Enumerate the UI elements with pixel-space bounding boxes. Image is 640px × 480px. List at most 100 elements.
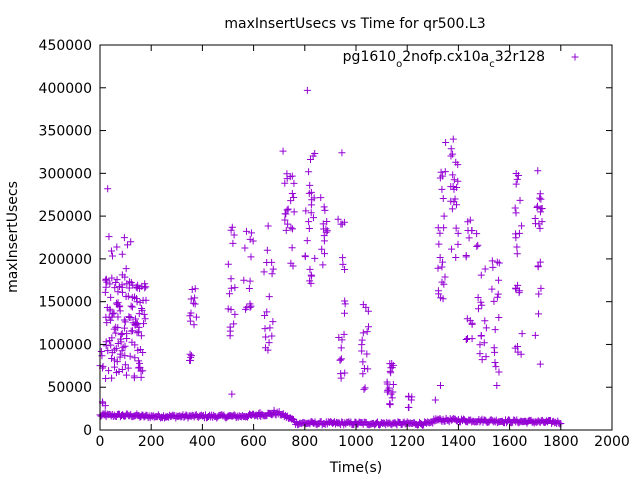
data-point bbox=[341, 369, 349, 377]
data-point bbox=[337, 374, 345, 382]
data-point bbox=[121, 361, 129, 369]
data-point bbox=[319, 261, 327, 269]
data-point bbox=[227, 275, 235, 283]
data-point bbox=[117, 331, 125, 339]
y-tick-label: 250000 bbox=[39, 209, 92, 225]
data-point bbox=[114, 288, 122, 296]
data-point bbox=[231, 310, 239, 318]
data-point bbox=[516, 196, 524, 204]
data-point bbox=[98, 352, 106, 360]
data-point bbox=[107, 316, 115, 324]
data-point bbox=[442, 139, 450, 147]
data-point bbox=[364, 307, 372, 315]
data-point bbox=[320, 237, 328, 245]
data-point bbox=[536, 190, 544, 198]
data-point bbox=[283, 206, 291, 214]
data-point bbox=[535, 310, 543, 318]
data-point bbox=[477, 332, 485, 340]
data-point bbox=[474, 305, 482, 313]
data-point bbox=[492, 363, 500, 371]
data-point bbox=[305, 225, 313, 233]
data-point bbox=[227, 284, 235, 292]
data-point bbox=[124, 292, 132, 300]
data-point bbox=[190, 321, 198, 329]
data-point bbox=[261, 325, 269, 333]
data-point bbox=[448, 245, 456, 253]
x-tick-label: 1200 bbox=[389, 434, 425, 450]
data-point bbox=[121, 318, 129, 326]
data-point bbox=[287, 197, 295, 205]
data-point bbox=[128, 303, 136, 311]
data-point bbox=[301, 253, 309, 261]
data-point bbox=[127, 302, 135, 310]
data-point bbox=[317, 194, 325, 202]
data-point bbox=[404, 404, 412, 412]
data-point bbox=[320, 225, 328, 233]
data-point bbox=[512, 169, 520, 177]
data-point bbox=[107, 341, 115, 349]
data-point bbox=[338, 220, 346, 228]
data-point bbox=[447, 152, 455, 160]
data-point bbox=[468, 335, 476, 343]
data-point bbox=[512, 285, 520, 293]
data-point bbox=[123, 335, 131, 343]
data-point bbox=[102, 313, 110, 321]
data-point bbox=[341, 297, 349, 305]
data-point bbox=[448, 205, 456, 213]
legend: pg1610o2nofp.cx10ac32r128 bbox=[343, 49, 579, 70]
data-point bbox=[134, 346, 142, 354]
data-point bbox=[127, 238, 135, 246]
data-point bbox=[108, 274, 116, 282]
data-point bbox=[108, 334, 116, 342]
legend-label: pg1610o2nofp.cx10ac32r128 bbox=[343, 49, 545, 70]
data-point bbox=[360, 365, 368, 373]
data-point bbox=[231, 284, 239, 292]
data-point bbox=[512, 180, 520, 188]
data-point bbox=[191, 300, 199, 308]
data-point bbox=[481, 317, 489, 325]
x-tick-label: 1400 bbox=[441, 434, 477, 450]
data-point bbox=[139, 349, 147, 357]
data-point bbox=[102, 276, 110, 284]
y-tick-label: 100000 bbox=[39, 337, 92, 353]
data-point bbox=[189, 299, 197, 307]
data-point bbox=[228, 223, 236, 231]
data-point bbox=[105, 233, 113, 241]
data-point bbox=[441, 168, 449, 176]
x-axis: 0 200 400 600 800 1000 1200 1400 1600 1800 2000 bbox=[96, 45, 630, 450]
data-point bbox=[113, 301, 121, 309]
data-point bbox=[110, 309, 118, 317]
data-point bbox=[262, 333, 270, 341]
data-point bbox=[495, 314, 503, 322]
data-point bbox=[518, 330, 526, 338]
data-point bbox=[118, 366, 126, 374]
data-point bbox=[247, 229, 255, 237]
data-point bbox=[111, 363, 119, 371]
data-point bbox=[340, 309, 348, 317]
data-point bbox=[465, 234, 473, 242]
legend-plus-icon bbox=[571, 53, 579, 61]
data-point bbox=[306, 156, 314, 164]
data-point bbox=[281, 216, 289, 224]
data-point bbox=[111, 284, 119, 292]
data-point bbox=[125, 278, 133, 286]
y-tick-label: 0 bbox=[83, 423, 92, 439]
data-point bbox=[131, 354, 139, 362]
data-point bbox=[453, 201, 461, 209]
data-point bbox=[359, 370, 367, 378]
x-tick-label: 2000 bbox=[594, 434, 630, 450]
data-point bbox=[515, 289, 523, 297]
data-point bbox=[103, 304, 111, 312]
data-point bbox=[473, 243, 481, 251]
data-point bbox=[101, 288, 109, 296]
data-point bbox=[246, 277, 254, 285]
data-point bbox=[289, 225, 297, 233]
data-point bbox=[438, 185, 446, 193]
data-point bbox=[462, 336, 470, 344]
y-tick-label: 200000 bbox=[39, 252, 92, 268]
data-point bbox=[462, 251, 470, 259]
data-point bbox=[109, 252, 117, 260]
data-point bbox=[137, 332, 145, 340]
data-point bbox=[512, 234, 520, 242]
data-point bbox=[102, 275, 110, 283]
